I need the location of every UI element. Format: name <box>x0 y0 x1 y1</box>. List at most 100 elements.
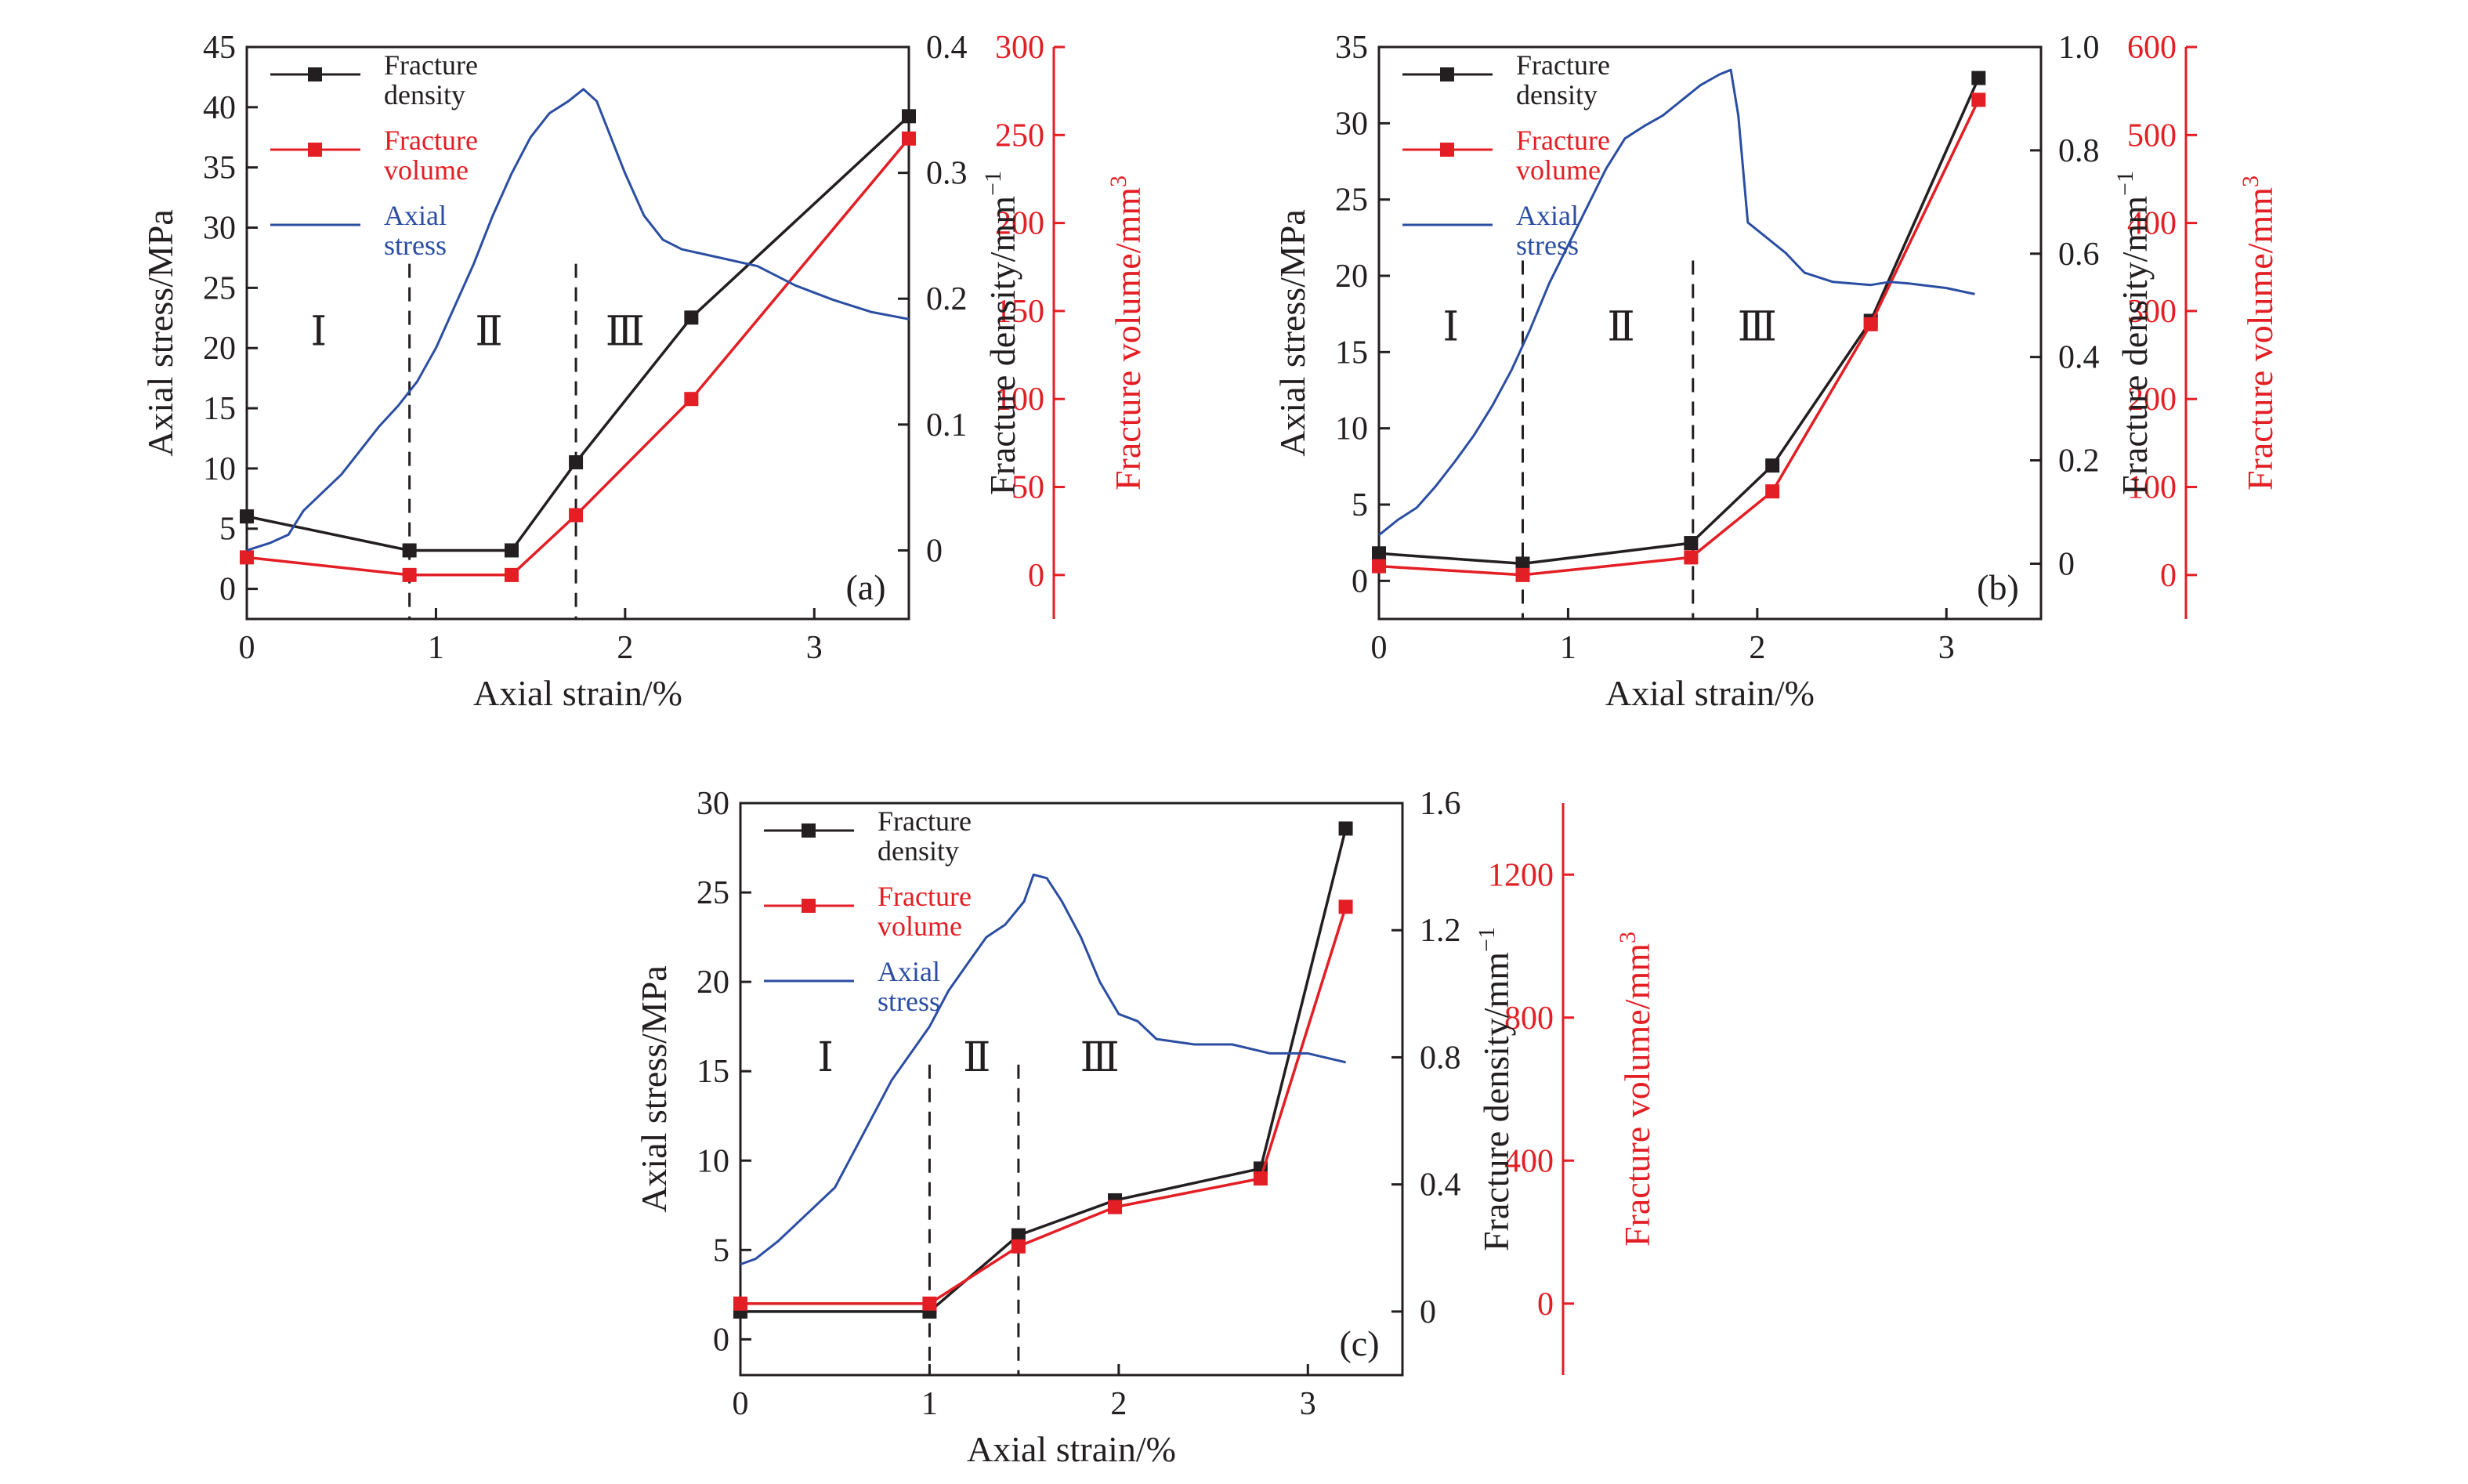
panel-label: (b) <box>1977 567 2019 607</box>
volume-title-sup: 3 <box>1615 932 1641 943</box>
volume-tick-label: 0 <box>1537 1287 1554 1323</box>
stress-tick-label: 20 <box>203 331 236 367</box>
data-point-volume <box>922 1296 937 1311</box>
volume-tick-label: 600 <box>2127 30 2177 66</box>
x-tick-label: 3 <box>1938 630 1955 666</box>
series-line-stress <box>1378 68 1975 537</box>
volume-tick-label: 500 <box>2127 118 2177 154</box>
data-point-volume <box>1765 484 1780 499</box>
data-point-volume <box>902 131 916 146</box>
y-axis-title-density: Fracture density/mm−1 <box>980 171 1022 495</box>
stage-label: Ⅲ <box>606 309 645 354</box>
density-tick-label: 0.1 <box>926 407 968 443</box>
series-line-density <box>1378 77 1980 566</box>
legend-marker-density <box>802 823 816 838</box>
volume-tick-label: 0 <box>2160 558 2177 594</box>
data-point-density <box>1372 546 1386 561</box>
legend-label-volume: Fracture <box>384 125 478 156</box>
stress-tick-label: 10 <box>1335 411 1368 447</box>
data-point-density <box>1338 821 1353 836</box>
legend-label-stress: Axial <box>1516 200 1579 231</box>
x-tick-label: 2 <box>1110 1386 1127 1422</box>
legend-label-stress: stress <box>878 986 940 1017</box>
stress-tick-label: 10 <box>203 451 236 487</box>
legend-label-density: density <box>1516 79 1598 110</box>
legend-marker-density <box>308 67 322 81</box>
stage-label: Ⅲ <box>1080 1036 1120 1080</box>
data-point-volume <box>1863 317 1878 331</box>
volume-title-sup: 3 <box>2238 176 2264 187</box>
density-tick-label: 0.2 <box>2058 443 2100 480</box>
stress-tick-label: 5 <box>1352 487 1368 523</box>
volume-tick-label: 300 <box>995 30 1044 66</box>
x-tick-label: 2 <box>617 630 633 666</box>
data-point-density <box>1765 458 1780 473</box>
volume-tick-label: 100 <box>995 382 1044 418</box>
volume-title-text: Fracture volume/mm <box>1617 943 1657 1247</box>
data-point-volume <box>1011 1239 1026 1254</box>
legend-label-density: Fracture <box>384 49 478 81</box>
stage-label: Ⅱ <box>1607 306 1634 350</box>
legend-label-volume: volume <box>384 154 469 186</box>
volume-tick-label: 1200 <box>1488 857 1554 893</box>
volume-tick-label: 300 <box>2127 294 2177 330</box>
data-point-volume <box>1338 899 1353 914</box>
density-tick-label: 0 <box>1420 1294 1436 1330</box>
plot-frame <box>245 45 910 621</box>
series-line-density <box>740 827 1348 1313</box>
stress-tick-label: 25 <box>203 270 236 306</box>
density-tick-label: 0.4 <box>2058 340 2100 376</box>
legend-label-stress: Axial <box>384 200 447 231</box>
data-point-volume <box>505 567 519 582</box>
data-point-density <box>902 109 916 124</box>
stress-tick-label: 25 <box>697 875 729 911</box>
data-point-volume <box>684 392 699 407</box>
density-tick-label: 0 <box>2058 546 2075 582</box>
stress-tick-label: 15 <box>697 1054 729 1090</box>
stage-label: Ⅰ <box>817 1036 834 1080</box>
density-title-sup: −1 <box>980 171 1006 196</box>
data-point-volume <box>402 567 417 582</box>
series-line-stress <box>246 88 910 552</box>
stress-tick-label: 35 <box>1335 30 1368 66</box>
legend-label-density: Fracture <box>1516 49 1610 81</box>
density-tick-label: 1.6 <box>1420 786 1461 822</box>
data-point-density <box>1971 71 1986 85</box>
data-point-density <box>240 509 254 524</box>
data-point-density <box>402 543 417 558</box>
y-axis-title-volume: Fracture volume/mm3 <box>2238 176 2280 490</box>
stress-tick-label: 0 <box>219 572 236 608</box>
plot-frame <box>739 802 1404 1377</box>
data-point-volume <box>240 550 254 565</box>
stress-tick-label: 5 <box>219 512 236 548</box>
series-line-volume <box>246 137 910 577</box>
density-title-sup: −1 <box>1474 927 1500 952</box>
volume-tick-label: 50 <box>1011 470 1044 506</box>
x-tick-label: 0 <box>1371 630 1388 666</box>
legend-label-stress: Axial <box>878 956 940 987</box>
density-tick-label: 0.3 <box>926 156 968 192</box>
legend-label-density: density <box>878 835 959 867</box>
stress-tick-label: 40 <box>203 90 236 126</box>
x-tick-label: 3 <box>806 630 823 666</box>
stress-tick-label: 0 <box>1352 563 1368 599</box>
plot-frame <box>1377 45 2043 621</box>
legend-label-stress: stress <box>384 230 447 261</box>
stress-tick-label: 45 <box>203 30 236 66</box>
x-tick-label: 0 <box>239 630 255 666</box>
data-point-volume <box>1372 559 1386 574</box>
volume-tick-label: 250 <box>995 118 1044 154</box>
x-axis-title: Axial strain/% <box>967 1429 1176 1469</box>
density-tick-label: 0.8 <box>1420 1040 1461 1076</box>
legend-label-volume: volume <box>878 910 962 942</box>
x-tick-label: 1 <box>1560 630 1576 666</box>
density-title-text: Fracture density/mm <box>1476 952 1516 1251</box>
volume-tick-label: 0 <box>1028 558 1044 594</box>
data-point-density <box>1515 556 1530 571</box>
legend-marker-volume <box>802 899 816 913</box>
data-point-density <box>1684 536 1699 551</box>
volume-tick-label: 200 <box>2127 382 2177 418</box>
data-point-volume <box>1108 1200 1123 1214</box>
y-axis-title-stress: Axial stress/MPa <box>1272 209 1312 457</box>
data-point-density <box>569 455 584 470</box>
